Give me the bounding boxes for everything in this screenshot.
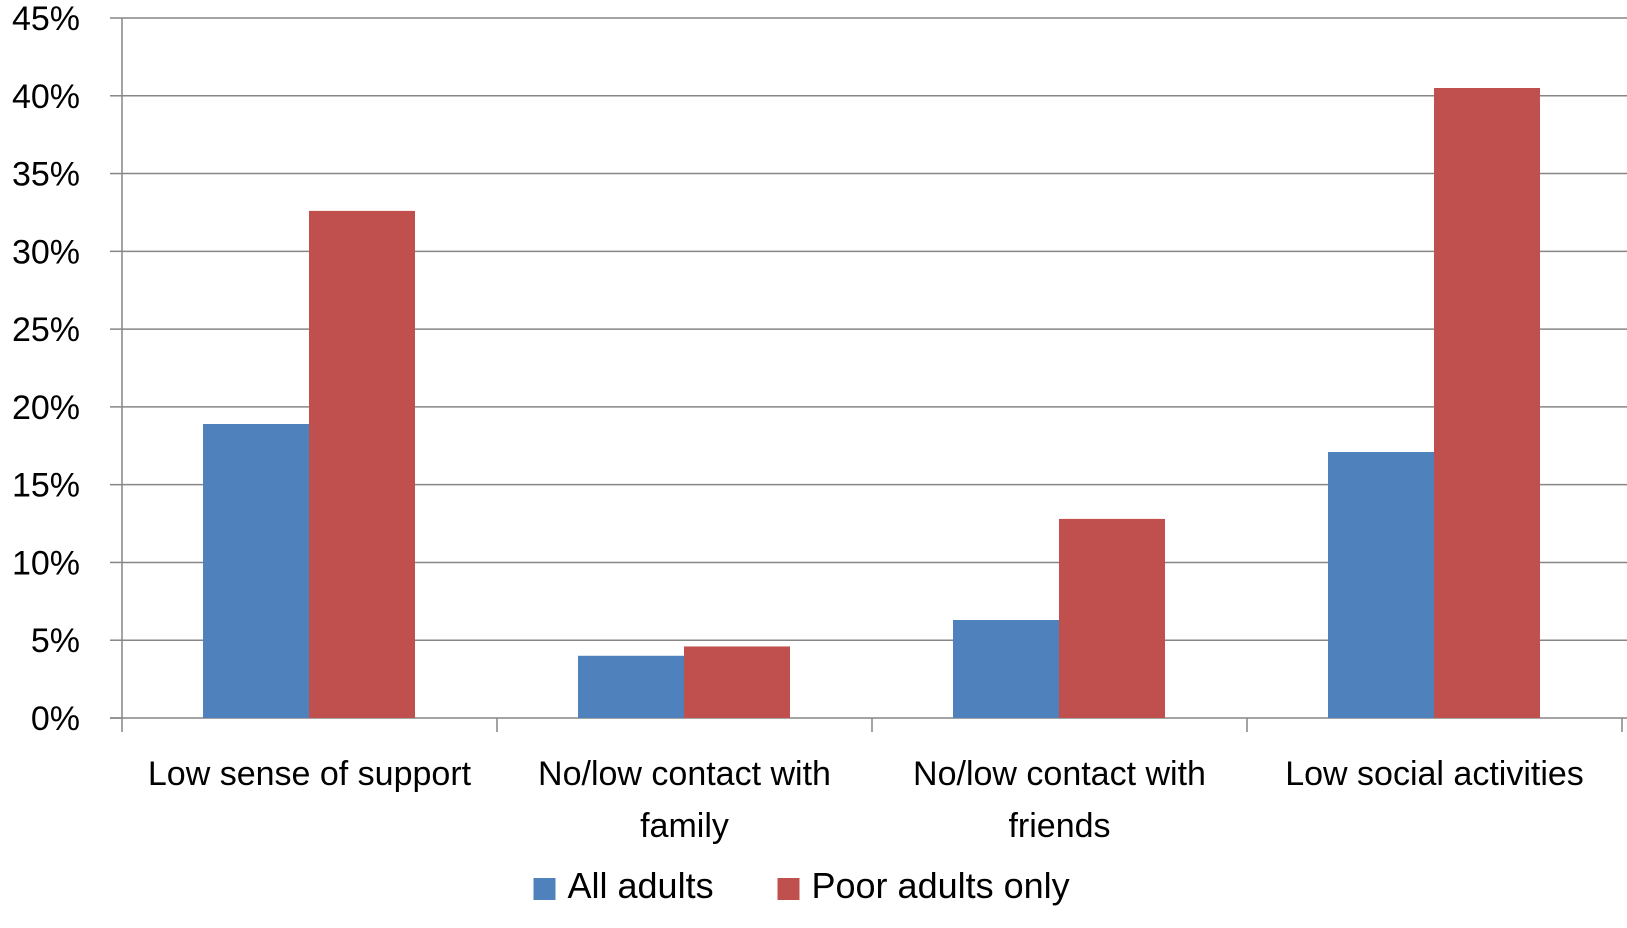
bar-poor-adults-only	[309, 210, 415, 718]
legend-label: All adults	[568, 865, 714, 906]
legend-swatch	[777, 878, 800, 900]
y-tick-label: 45%	[12, 0, 80, 38]
bars	[203, 88, 1540, 718]
legend: All adults Poor adults only	[533, 865, 1070, 906]
x-category-label: No/low contact with	[913, 755, 1206, 793]
y-tick-label: 10%	[12, 544, 80, 582]
y-tick-label: 35%	[12, 156, 80, 194]
x-category-label: No/low contact with	[538, 755, 831, 793]
x-category-label: friends	[1008, 807, 1110, 845]
y-tick-label: 20%	[12, 389, 80, 427]
x-axis-category-labels: Low sense of support No/low contact with f…	[148, 755, 1584, 845]
bar-all-adults	[1328, 452, 1434, 718]
x-category-label: Low sense of support	[148, 755, 472, 793]
legend-swatch	[533, 878, 556, 900]
bar-poor-adults-only	[1434, 88, 1540, 718]
bar-poor-adults-only	[684, 646, 790, 718]
bar-all-adults	[203, 424, 309, 718]
bar-poor-adults-only	[1059, 518, 1165, 718]
y-axis-tick-labels: 0% 5% 10% 15% 20% 25% 30% 35% 40% 45%	[12, 0, 80, 738]
y-tick-label: 30%	[12, 233, 80, 271]
y-tick-label: 25%	[12, 311, 80, 349]
y-tick-label: 0%	[31, 700, 80, 738]
y-tick-label: 40%	[12, 78, 80, 116]
legend-label: Poor adults only	[812, 865, 1070, 906]
y-tick-label: 15%	[12, 467, 80, 505]
x-category-label: Low social activities	[1285, 755, 1584, 793]
y-tick-label: 5%	[31, 622, 80, 660]
bar-all-adults	[953, 620, 1059, 718]
x-category-label: family	[640, 807, 729, 845]
bar-all-adults	[578, 655, 684, 718]
